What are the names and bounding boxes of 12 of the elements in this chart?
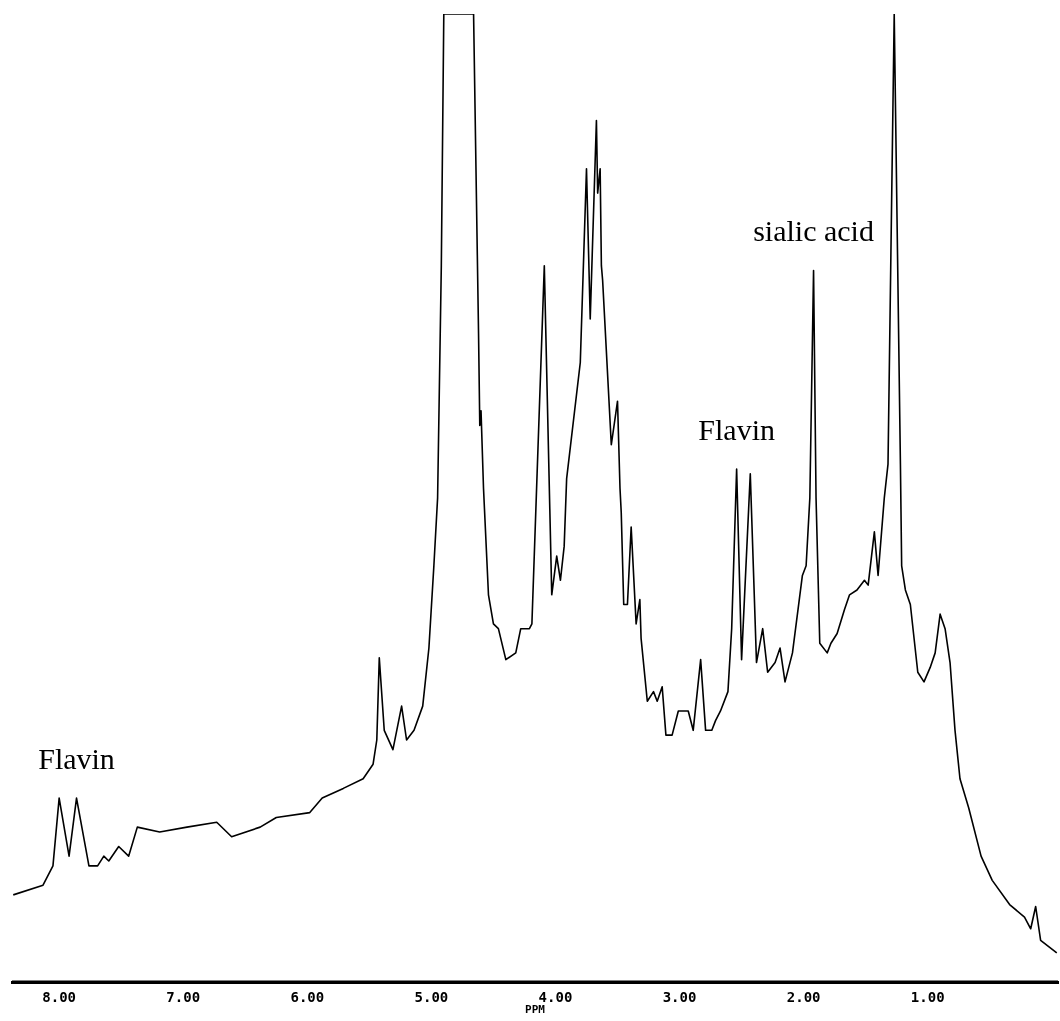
annotation: Flavin <box>698 412 775 446</box>
x-tick-label: 7.00 <box>166 989 201 1006</box>
annotation: sialic acid <box>753 214 874 248</box>
annotation: Flavin <box>38 741 115 775</box>
x-tick-label: 6.00 <box>290 989 325 1006</box>
x-tick-label: 2.00 <box>786 989 821 1006</box>
x-tick-label: 3.00 <box>662 989 697 1006</box>
x-tick-label: 8.00 <box>42 989 77 1006</box>
x-axis-title: PPM <box>525 1003 546 1017</box>
x-tick-label: 4.00 <box>538 989 573 1006</box>
x-tick-label: 5.00 <box>414 989 449 1006</box>
x-tick-label: 1.00 <box>910 989 945 1006</box>
